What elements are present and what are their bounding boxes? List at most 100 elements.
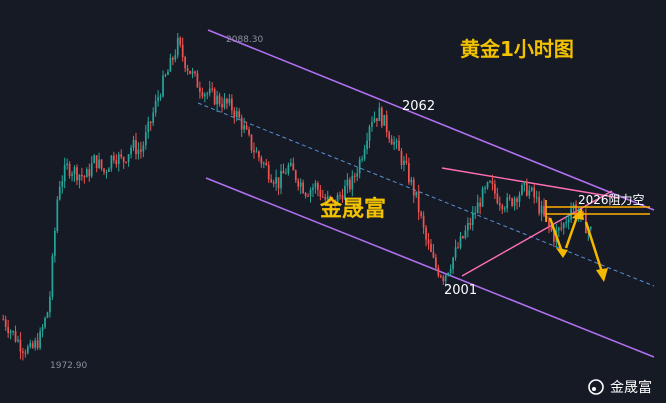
candle-body — [385, 114, 388, 133]
candle-body — [442, 277, 445, 282]
candle-body — [294, 170, 297, 181]
candle-body — [14, 330, 17, 342]
forecast-down-arrow-2 — [584, 221, 604, 273]
candle-body — [253, 150, 255, 153]
candle-body — [486, 182, 489, 188]
candle-body — [169, 57, 172, 72]
candle-body — [110, 155, 113, 169]
candle-body — [270, 179, 273, 183]
candle-body — [521, 184, 523, 195]
channel-upper-line — [207, 29, 655, 211]
forecast-up-arrow — [564, 213, 580, 249]
peak-level-label: 2062 — [402, 99, 435, 114]
candle-body — [122, 156, 125, 162]
candle-body — [140, 149, 142, 152]
candle-body — [203, 94, 206, 97]
candle-body — [137, 149, 140, 155]
candle-body — [407, 162, 410, 183]
candle-body — [68, 163, 71, 176]
candle-body — [171, 57, 174, 60]
candle-body — [304, 193, 307, 196]
candle-body — [560, 227, 563, 229]
candle-body — [481, 188, 484, 207]
candle-body — [258, 151, 260, 158]
candle-body — [474, 213, 477, 215]
candle-body — [378, 107, 381, 121]
candle-body — [130, 147, 132, 155]
candle-body — [218, 95, 221, 105]
candle-body — [331, 198, 334, 200]
candle-body — [462, 236, 464, 238]
candle-body — [83, 176, 86, 178]
candle-body — [277, 177, 280, 189]
candle-body — [93, 155, 96, 164]
candle-body — [344, 185, 346, 200]
candle-body — [176, 37, 179, 56]
candle-body — [435, 257, 437, 268]
candle-body — [491, 181, 494, 184]
candle-body — [292, 163, 295, 171]
candle-body — [425, 227, 427, 240]
candle-body — [157, 97, 159, 101]
candle-body — [248, 129, 250, 135]
candle-body — [144, 132, 147, 146]
candle-body — [437, 267, 440, 276]
candle-body — [449, 269, 452, 273]
candle-body — [61, 181, 64, 187]
triangle-upper-line — [441, 167, 621, 199]
candle-body — [405, 160, 408, 163]
candle-body — [272, 182, 275, 184]
candle-body — [90, 163, 93, 177]
candle-body — [265, 162, 268, 166]
candle-body — [422, 215, 425, 228]
candle-body — [221, 104, 223, 108]
low-price-label: 1972.90 — [50, 361, 87, 371]
candle-body — [53, 230, 56, 256]
candle-body — [9, 331, 12, 334]
candle-body — [95, 155, 98, 168]
candle-body — [211, 88, 214, 90]
candle-body — [489, 181, 491, 183]
candle-body — [34, 340, 37, 348]
candle-body — [553, 230, 555, 242]
high-price-label: 2088.30 — [226, 35, 263, 45]
forecast-down-arrowhead-1 — [556, 248, 568, 258]
candle-body — [120, 154, 123, 157]
candle-body — [66, 163, 69, 166]
candle-body — [400, 150, 403, 165]
candle-body — [100, 159, 103, 169]
candle-body — [567, 219, 570, 223]
resistance-label: 2026阻力空 — [578, 193, 645, 207]
candle-body — [285, 173, 287, 175]
candle-body — [174, 55, 177, 60]
candle-body — [147, 121, 150, 133]
candle-body — [2, 319, 5, 321]
candle-body — [105, 171, 108, 173]
candle-body — [501, 205, 504, 209]
candle-body — [267, 165, 270, 180]
candle-body — [452, 257, 454, 270]
candle-body — [76, 167, 78, 181]
candle-body — [321, 196, 324, 198]
candle-body — [117, 154, 120, 165]
candle-body — [508, 197, 511, 199]
candle-body — [516, 198, 518, 202]
candle-body — [289, 163, 292, 166]
candle-body — [346, 179, 349, 186]
candle-body — [132, 140, 135, 148]
candle-body — [44, 317, 46, 328]
candle-body — [528, 190, 531, 196]
candle-body — [238, 111, 241, 118]
candle-body — [503, 208, 506, 210]
candle-body — [432, 251, 435, 258]
candle-body — [127, 154, 130, 163]
candle-body — [334, 199, 336, 206]
candle-body — [341, 195, 344, 200]
candle-body — [186, 68, 189, 71]
candle-body — [125, 161, 128, 163]
candle-body — [181, 44, 184, 58]
candle-body — [415, 191, 418, 196]
candle-body — [194, 71, 196, 74]
candle-body — [12, 330, 14, 332]
